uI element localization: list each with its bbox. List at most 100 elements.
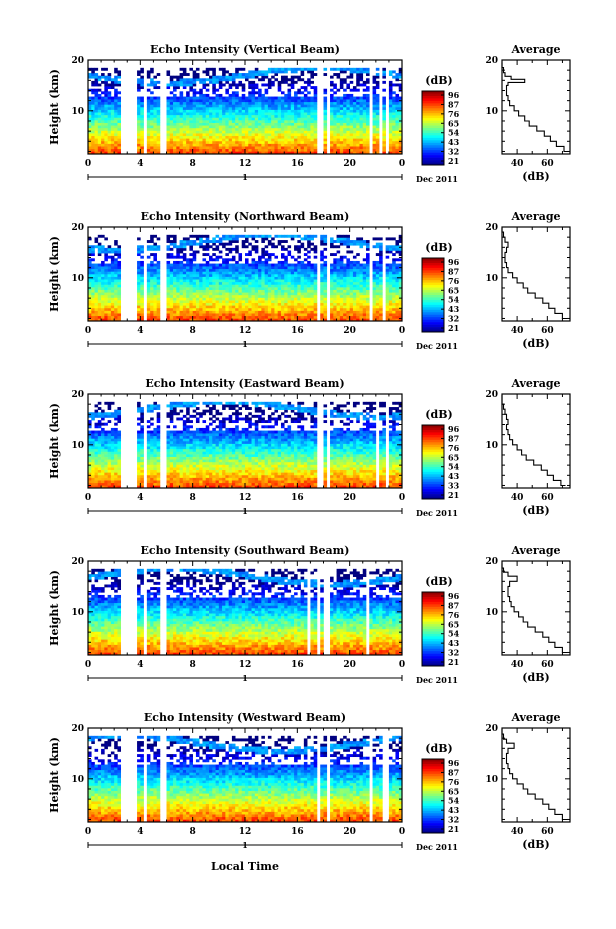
heatmap-cell: [297, 302, 301, 306]
heatmap-cell: [294, 310, 298, 314]
heatmap-cell: [297, 313, 301, 317]
heatmap-cell: [169, 107, 174, 110]
heatmap-cell: [222, 151, 226, 155]
heatmap-cell: [271, 279, 275, 283]
heatmap-cell: [140, 138, 144, 142]
heatmap-cell: [258, 294, 262, 298]
heatmap-cell: [277, 305, 282, 309]
heatmap-cell: [261, 73, 265, 76]
heatmap-cell: [349, 266, 354, 270]
heatmap-cell: [343, 305, 347, 309]
heatmap-cell: [91, 279, 95, 283]
heatmap-cell: [195, 237, 200, 241]
heatmap-cell: [156, 133, 161, 137]
heatmap-cell: [264, 120, 269, 123]
heatmap-cell: [356, 260, 360, 264]
heatmap-cell: [117, 310, 122, 314]
heatmap-cell: [110, 101, 115, 105]
heatmap-cell: [137, 268, 141, 272]
heatmap-cell: [366, 67, 370, 71]
heatmap-cell: [264, 101, 269, 105]
heatmap-cell: [166, 143, 171, 147]
heatmap-cell: [173, 281, 177, 285]
heatmap-cell: [392, 289, 396, 293]
heatmap-cell: [297, 271, 301, 275]
heatmap-cell: [343, 292, 347, 296]
heatmap-cell: [166, 96, 171, 100]
heatmap-cell: [336, 88, 341, 92]
heatmap-cell: [261, 294, 265, 298]
heatmap-cell: [156, 127, 161, 131]
heatmap-cell: [336, 237, 341, 241]
colorbar-swatch: [422, 128, 444, 131]
heatmap-cell: [222, 305, 226, 309]
heatmap-cell: [117, 274, 122, 277]
heatmap-cell: [323, 67, 328, 71]
heatmap-cell: [225, 125, 229, 129]
heatmap-cell: [241, 294, 246, 298]
heatmap-cell: [261, 313, 265, 317]
heatmap-cell: [271, 294, 275, 298]
heatmap-cell: [382, 75, 386, 79]
heatmap-cell: [228, 297, 233, 301]
heatmap-cell: [300, 67, 305, 71]
heatmap-cell: [261, 284, 265, 288]
heatmap-cell: [280, 67, 285, 71]
heatmap-cell: [218, 274, 223, 277]
heatmap-cell: [101, 109, 105, 113]
heatmap-cell: [248, 146, 252, 150]
heatmap-cell: [101, 297, 105, 301]
heatmap-cell: [189, 88, 193, 92]
heatmap-cell: [290, 318, 295, 322]
heatmap-cell: [274, 279, 279, 283]
heatmap-cell: [166, 284, 171, 288]
heatmap-cell: [235, 122, 239, 126]
heatmap-cell: [395, 140, 400, 144]
heatmap-cell: [114, 109, 118, 113]
heatmap-cell: [176, 96, 180, 100]
heatmap-cell: [238, 148, 243, 152]
heatmap-cell: [261, 292, 265, 296]
heatmap-cell: [274, 266, 279, 270]
heatmap-cell: [261, 310, 265, 314]
heatmap-cell: [310, 237, 314, 241]
heatmap-cell: [258, 151, 262, 155]
heatmap-cell: [284, 287, 288, 290]
heatmap-cell: [366, 302, 370, 306]
heatmap-cell: [343, 263, 347, 267]
heatmap-cell: [395, 240, 400, 243]
heatmap-cell: [94, 83, 99, 87]
heatmap-cell: [176, 250, 180, 254]
heatmap-cell: [261, 279, 265, 283]
heatmap-cell: [235, 138, 239, 142]
heatmap-cell: [395, 297, 400, 301]
heatmap-cell: [199, 281, 203, 285]
heatmap-cell: [225, 120, 229, 123]
heatmap-cell: [372, 313, 377, 317]
heatmap-cell: [398, 274, 403, 277]
heatmap-cell: [307, 268, 311, 272]
heatmap-cell: [248, 313, 252, 317]
heatmap-cell: [110, 148, 115, 152]
profile-y-tick-label: 20: [485, 223, 498, 233]
heatmap-cell: [150, 99, 154, 103]
heatmap-cell: [192, 315, 197, 319]
heatmap-cell: [140, 310, 144, 314]
colorbar-swatch: [422, 160, 444, 163]
heatmap-cell: [261, 127, 265, 131]
heatmap-cell: [366, 130, 370, 134]
heatmap-cell: [395, 151, 400, 155]
heatmap-cell: [372, 315, 377, 319]
heatmap-cell: [294, 80, 298, 84]
heatmap-cell: [379, 307, 383, 311]
heatmap-cell: [297, 260, 301, 264]
heatmap-cell: [349, 315, 354, 319]
heatmap-cell: [156, 135, 161, 139]
heatmap-cell: [212, 91, 216, 95]
heatmap-cell: [153, 86, 157, 90]
heatmap-cell: [267, 234, 272, 238]
heatmap-cell: [189, 130, 193, 134]
heatmap-cell: [303, 99, 308, 103]
heatmap-cell: [192, 93, 197, 97]
heatmap-cell: [382, 133, 386, 137]
